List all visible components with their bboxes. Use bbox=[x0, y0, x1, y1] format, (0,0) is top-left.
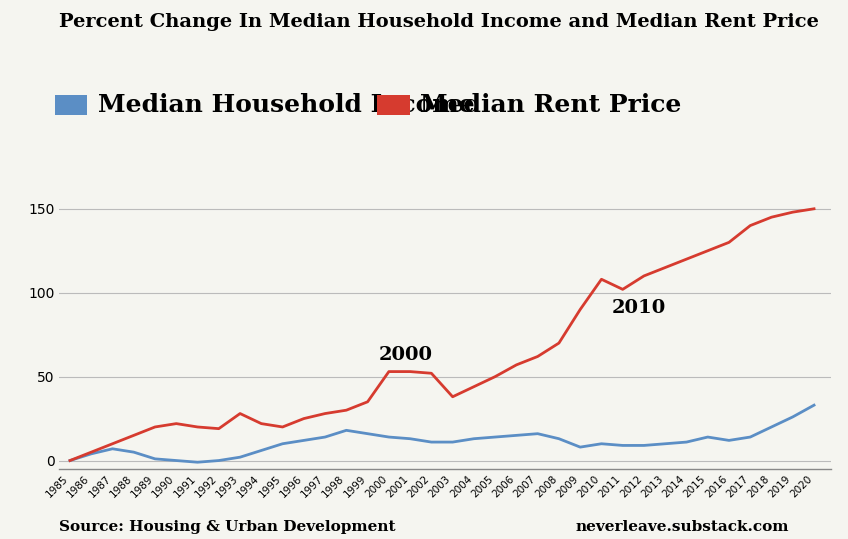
Text: Percent Change In Median Household Income and Median Rent Price: Percent Change In Median Household Incom… bbox=[59, 13, 819, 31]
Text: Source: Housing & Urban Development: Source: Housing & Urban Development bbox=[59, 520, 396, 534]
Text: Median Rent Price: Median Rent Price bbox=[420, 93, 681, 117]
Text: Median Household Income: Median Household Income bbox=[98, 93, 474, 117]
Text: 2010: 2010 bbox=[612, 299, 667, 317]
Text: 2000: 2000 bbox=[378, 346, 432, 364]
Text: neverleave.substack.com: neverleave.substack.com bbox=[575, 520, 789, 534]
